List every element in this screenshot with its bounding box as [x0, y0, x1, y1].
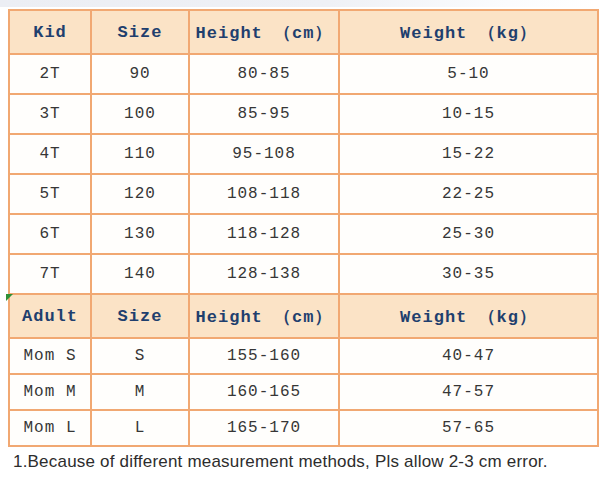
- table-cell: M: [91, 374, 189, 410]
- table-cell: 165-170: [189, 410, 339, 446]
- table-row: Mom MM160-16547-57: [9, 374, 598, 410]
- table-row: 5T120108-11822-25: [9, 174, 598, 214]
- table-cell: 120: [91, 174, 189, 214]
- table-row: 2T9080-855-10: [9, 54, 598, 94]
- table-cell: 7T: [9, 254, 91, 294]
- table-row: Mom SS155-16040-47: [9, 338, 598, 374]
- table-cell: 140: [91, 254, 189, 294]
- table-row: Mom LL165-17057-65: [9, 410, 598, 446]
- table-cell: 47-57: [339, 374, 598, 410]
- table-row: 7T140128-13830-35: [9, 254, 598, 294]
- green-corner-artifact: [6, 294, 13, 301]
- size-chart-page: KidSizeHeight （cm）Weight （kg）2T9080-855-…: [0, 0, 600, 480]
- table-row: 3T10085-9510-15: [9, 94, 598, 134]
- table-cell: 15-22: [339, 134, 598, 174]
- table-cell: 110: [91, 134, 189, 174]
- table-cell: 5T: [9, 174, 91, 214]
- table-cell: S: [91, 338, 189, 374]
- cropped-top-strip: [0, 0, 597, 7]
- adult-header-cell: Height （cm）: [189, 294, 339, 338]
- kid-header-row: KidSizeHeight （cm）Weight （kg）: [9, 10, 598, 54]
- table-cell: L: [91, 410, 189, 446]
- table-cell: 160-165: [189, 374, 339, 410]
- table-cell: 108-118: [189, 174, 339, 214]
- table-cell: 100: [91, 94, 189, 134]
- table-cell: 57-65: [339, 410, 598, 446]
- table-cell: 2T: [9, 54, 91, 94]
- kid-header-cell: Weight （kg）: [339, 10, 598, 54]
- table-cell: 30-35: [339, 254, 598, 294]
- size-chart-table: KidSizeHeight （cm）Weight （kg）2T9080-855-…: [8, 9, 599, 447]
- adult-header-cell: Weight （kg）: [339, 294, 598, 338]
- table-cell: 118-128: [189, 214, 339, 254]
- table-cell: 130: [91, 214, 189, 254]
- table-cell: 40-47: [339, 338, 598, 374]
- table-cell: 128-138: [189, 254, 339, 294]
- table-row: 4T11095-10815-22: [9, 134, 598, 174]
- table-row: 6T130118-12825-30: [9, 214, 598, 254]
- table-cell: 3T: [9, 94, 91, 134]
- table-cell: 4T: [9, 134, 91, 174]
- kid-header-cell: Kid: [9, 10, 91, 54]
- kid-header-cell: Size: [91, 10, 189, 54]
- table-cell: 6T: [9, 214, 91, 254]
- table-cell: 22-25: [339, 174, 598, 214]
- table-cell: Mom M: [9, 374, 91, 410]
- table-cell: 95-108: [189, 134, 339, 174]
- table-cell: 85-95: [189, 94, 339, 134]
- table-cell: Mom S: [9, 338, 91, 374]
- table-cell: 25-30: [339, 214, 598, 254]
- table-cell: 5-10: [339, 54, 598, 94]
- size-chart-table-body: KidSizeHeight （cm）Weight （kg）2T9080-855-…: [9, 10, 598, 446]
- kid-header-cell: Height （cm）: [189, 10, 339, 54]
- adult-header-cell: Adult: [9, 294, 91, 338]
- measurement-note: 1.Because of different measurement metho…: [13, 452, 548, 472]
- table-cell: 80-85: [189, 54, 339, 94]
- table-cell: 155-160: [189, 338, 339, 374]
- table-cell: 10-15: [339, 94, 598, 134]
- adult-header-row: AdultSizeHeight （cm）Weight （kg）: [9, 294, 598, 338]
- table-cell: Mom L: [9, 410, 91, 446]
- adult-header-cell: Size: [91, 294, 189, 338]
- table-cell: 90: [91, 54, 189, 94]
